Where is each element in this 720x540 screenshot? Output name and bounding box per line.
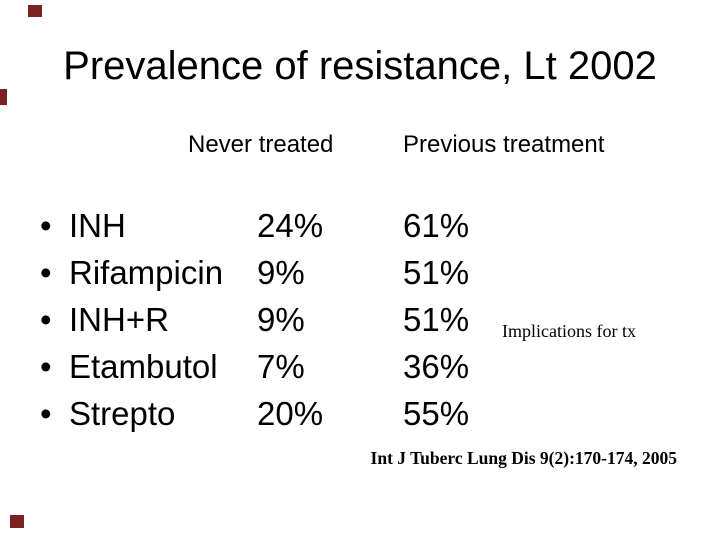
never-treated-value: 9% — [257, 254, 305, 291]
previous-treatment-value: 51% — [403, 301, 470, 338]
column-headers: Never treated Previous treatment — [0, 133, 720, 159]
never-treated-value: 20% — [257, 395, 324, 432]
column-header-previous-treatment: Previous treatment — [403, 131, 605, 158]
bullet-dot-icon: • — [40, 395, 52, 432]
implications-note: Implications for tx — [502, 321, 636, 341]
bullet-dot-icon: • — [40, 301, 52, 338]
table-row-rifampicin: • Rifampicin 9% 51% — [0, 249, 720, 296]
journal-citation: Int J Tuberc Lung Dis 9(2):170-174, 2005 — [370, 448, 677, 468]
previous-treatment-value: 61% — [403, 207, 470, 244]
bullet-dot-icon: • — [40, 254, 52, 291]
never-treated-value: 9% — [257, 301, 305, 338]
previous-treatment-value: 36% — [403, 348, 470, 385]
table-row-inh: • INH 24% 61% — [0, 202, 720, 249]
drug-name: Etambutol — [69, 348, 218, 385]
never-treated-value: 24% — [257, 207, 324, 244]
drug-name: Strepto — [69, 395, 176, 432]
drug-name: Rifampicin — [69, 254, 224, 291]
table-row-etambutol: • Etambutol 7% 36% — [0, 343, 720, 390]
slide-title: Prevalence of resistance, Lt 2002 — [63, 44, 657, 88]
decor-square-left-edge — [0, 89, 7, 105]
never-treated-value: 7% — [257, 348, 305, 385]
drug-name: INH+R — [69, 301, 169, 338]
previous-treatment-value: 55% — [403, 395, 470, 432]
drug-name: INH — [69, 207, 126, 244]
previous-treatment-value: 51% — [403, 254, 470, 291]
table-row-strepto: • Strepto 20% 55% — [0, 390, 720, 437]
column-header-never-treated: Never treated — [188, 131, 334, 158]
bullet-dot-icon: • — [40, 207, 52, 244]
table-row-inh-r: • INH+R 9% 51% — [0, 296, 720, 343]
resistance-table: • INH 24% 61% • Rifampicin 9% 51% • INH+… — [0, 202, 720, 437]
decor-square-bottom-left — [10, 515, 24, 528]
decor-square-top-left — [28, 5, 42, 17]
bullet-dot-icon: • — [40, 348, 52, 385]
